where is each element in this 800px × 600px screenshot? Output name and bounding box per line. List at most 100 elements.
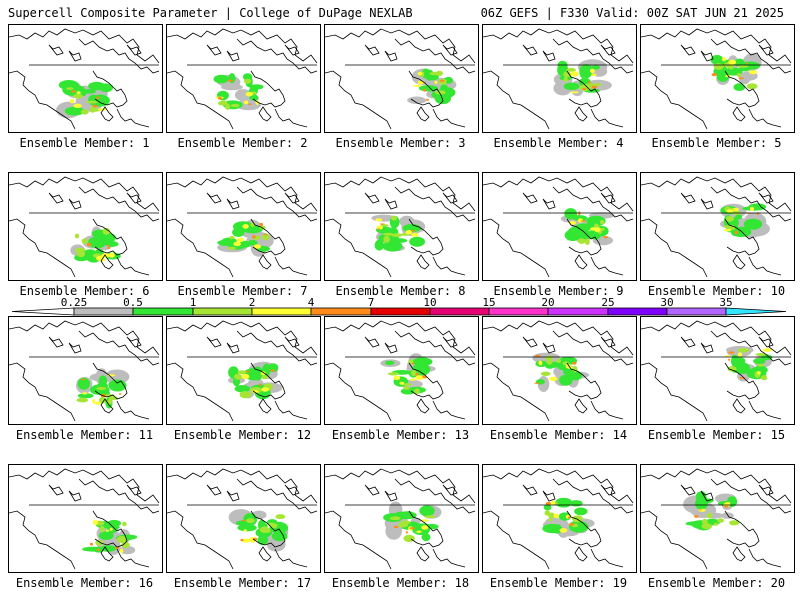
- scp-contour-fill: [591, 65, 600, 70]
- scp-contour-fill: [415, 372, 419, 376]
- coastline-border: [590, 256, 624, 276]
- scp-contour-fill: [434, 80, 438, 84]
- scp-contour-fill: [419, 505, 435, 517]
- coastline-border: [600, 484, 616, 496]
- scp-contour-fill: [242, 224, 249, 229]
- scp-contour-fill: [270, 523, 278, 529]
- scp-contour-fill: [414, 388, 420, 395]
- scp-contour-fill: [217, 239, 238, 246]
- scp-contour-fill: [96, 96, 100, 100]
- map-canvas: [325, 468, 476, 570]
- scp-contour-fill: [722, 57, 726, 62]
- coastline-border: [680, 484, 696, 496]
- ensemble-member-map: [8, 464, 163, 573]
- ensemble-member-map: [166, 464, 321, 573]
- scp-contour-fill: [116, 536, 127, 543]
- colorbar-tick-label: 2: [249, 296, 256, 309]
- scp-contour-fill: [96, 387, 107, 390]
- scp-contour-fill: [94, 401, 101, 405]
- scp-contour-fill: [588, 80, 591, 84]
- coastline-border: [641, 468, 792, 504]
- coastline-border: [590, 400, 624, 420]
- coastline-border: [432, 256, 466, 276]
- coastline-border: [522, 192, 538, 204]
- scp-contour-fill: [403, 386, 410, 390]
- map-canvas: [167, 320, 318, 422]
- ensemble-member-label: Ensemble Member: 4: [493, 136, 624, 150]
- scp-contour-fill: [88, 236, 107, 249]
- scp-contour-fill: [100, 525, 105, 533]
- scp-contour-fill: [749, 206, 755, 212]
- coastline-border: [325, 218, 392, 278]
- scp-contour-fill: [701, 523, 712, 530]
- scp-contour-fill: [577, 238, 586, 244]
- product-title: Supercell Composite Parameter | College …: [8, 6, 413, 20]
- scp-contour-fill: [263, 234, 268, 236]
- coastline-border: [542, 198, 556, 210]
- scp-contour-fill: [550, 361, 559, 368]
- scp-contour-fill: [236, 237, 244, 243]
- scp-contour-fill: [737, 348, 750, 353]
- coastline-border: [206, 44, 222, 56]
- scp-contour-fill: [699, 509, 702, 511]
- ensemble-member-label: Ensemble Member: 12: [173, 428, 312, 442]
- coastline-border: [700, 490, 714, 502]
- coastline-border: [724, 362, 760, 400]
- scp-contour-fill: [400, 388, 415, 395]
- ensemble-member-map: [324, 316, 479, 425]
- scp-contour-fill: [107, 246, 111, 249]
- scp-contour-fill: [234, 385, 251, 393]
- scp-contour-fill: [232, 227, 245, 237]
- coastline-border: [78, 38, 160, 74]
- scp-contour-fill: [81, 392, 88, 395]
- coastline-border: [552, 38, 634, 74]
- coastline-border: [325, 468, 476, 504]
- map-canvas: [641, 468, 792, 570]
- scp-contour-fill: [415, 375, 424, 381]
- coastline-border: [284, 44, 300, 56]
- coastline-border: [250, 510, 286, 548]
- scp-contour-fill: [257, 535, 269, 546]
- scp-contour-fill: [246, 370, 250, 373]
- coastline-border: [250, 362, 286, 400]
- scp-contour-fill: [107, 398, 113, 405]
- coastline-border: [325, 176, 476, 212]
- coastline-border: [236, 330, 318, 366]
- scp-contour-fill: [439, 79, 445, 82]
- scp-contour-fill: [89, 385, 110, 395]
- scp-contour-fill: [738, 72, 751, 85]
- scp-contour-fill: [756, 212, 760, 216]
- scp-contour-fill: [567, 516, 571, 519]
- coastline-border: [116, 108, 150, 128]
- scp-contour-fill: [399, 381, 405, 385]
- scp-contour-fill: [95, 539, 104, 546]
- scp-contour-fill: [409, 236, 425, 247]
- coastline-border: [416, 106, 430, 122]
- scp-contour-fill: [393, 525, 399, 529]
- scp-contour-fill: [717, 518, 724, 523]
- coastline-border: [48, 192, 64, 204]
- coastline-border: [206, 484, 222, 496]
- scp-contour-fill: [227, 246, 237, 250]
- scp-contour-fill: [233, 222, 241, 231]
- scp-contour-fill: [275, 514, 286, 520]
- coastline-border: [226, 50, 240, 62]
- scp-contour-fill: [383, 235, 390, 243]
- scp-contour-fill: [591, 73, 597, 77]
- coastline-border: [167, 70, 234, 130]
- scp-contour-fill: [566, 68, 576, 72]
- scp-contour-fill: [115, 546, 120, 550]
- colorbar-tick-label: 0.25: [61, 296, 88, 309]
- ensemble-member-map: [482, 172, 637, 281]
- coastline-border: [758, 484, 774, 496]
- ensemble-member-map: [166, 24, 321, 133]
- scp-contour-fill: [551, 500, 556, 506]
- coastline-border: [552, 330, 634, 366]
- coastline-border: [442, 336, 458, 348]
- scp-contour-fill: [572, 515, 584, 523]
- scp-contour-fill: [106, 244, 110, 247]
- ensemble-member-map: [482, 464, 637, 573]
- scp-contour-fill: [737, 352, 743, 357]
- map-canvas: [641, 320, 792, 422]
- coastline-border: [236, 186, 318, 222]
